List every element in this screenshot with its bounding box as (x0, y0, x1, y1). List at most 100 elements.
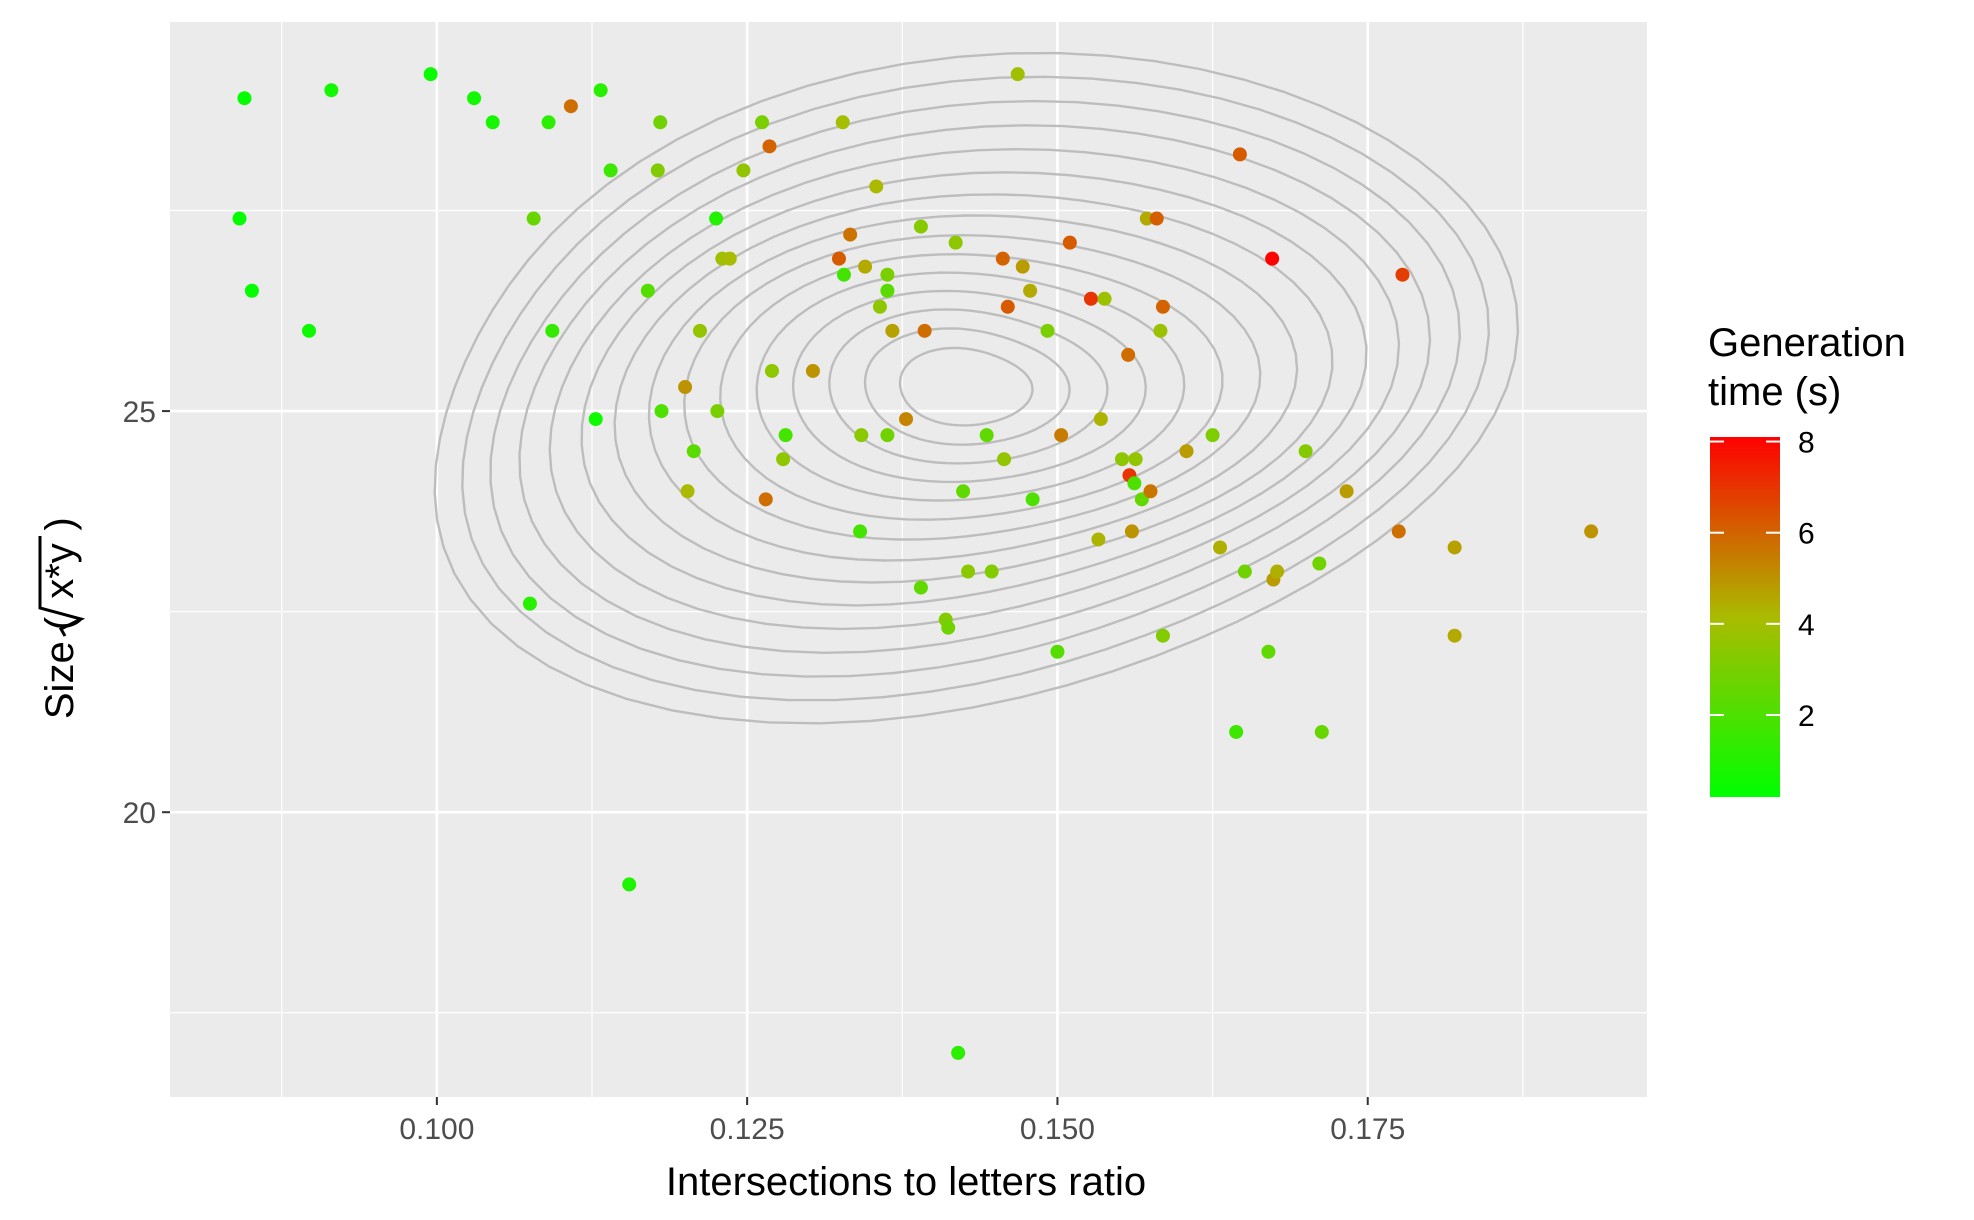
contour-line (461, 75, 1491, 702)
data-point (762, 139, 777, 154)
data-point (1232, 147, 1247, 162)
data-point (1213, 540, 1228, 555)
y-tick-label: 25 (123, 396, 156, 429)
contour-line (863, 327, 1071, 446)
major-gridlines (170, 22, 1647, 1097)
data-point (1091, 532, 1106, 547)
data-point (423, 67, 438, 82)
data-point (995, 251, 1010, 266)
data-point (588, 412, 603, 427)
contour-line (433, 51, 1520, 725)
data-point (1155, 628, 1170, 643)
data-point (640, 283, 655, 298)
data-point (692, 323, 707, 338)
contour-line (548, 147, 1401, 631)
x-tick-labels: 0.100 0.125 0.150 0.175 (399, 1113, 1405, 1146)
contour-line (489, 99, 1462, 678)
y-axis-title-prefix: Size ( (38, 616, 82, 719)
data-point (736, 163, 751, 178)
data-points (232, 67, 1599, 1060)
legend-tick-label: 4 (1798, 609, 1815, 642)
data-point (831, 251, 846, 266)
data-point (984, 564, 999, 579)
data-point (541, 115, 556, 130)
data-point (1050, 644, 1065, 659)
data-point (1040, 323, 1055, 338)
data-point (872, 299, 887, 314)
data-point (1010, 67, 1025, 82)
data-point (1312, 556, 1327, 571)
data-point (836, 267, 851, 282)
data-point (522, 596, 537, 611)
data-point (805, 363, 820, 378)
data-point (1149, 211, 1164, 226)
contour-line (898, 346, 1034, 427)
data-point (678, 380, 693, 395)
contour-line (791, 289, 1148, 484)
data-point (1237, 564, 1252, 579)
data-point (1391, 524, 1406, 539)
data-point (1153, 323, 1168, 338)
data-point (880, 267, 895, 282)
data-point (1143, 484, 1158, 499)
data-point (1314, 724, 1329, 739)
data-point (686, 444, 701, 459)
data-point (1270, 564, 1285, 579)
data-point (324, 83, 339, 98)
data-point (858, 259, 873, 274)
data-point (1025, 492, 1040, 507)
x-tick-label: 0.125 (710, 1113, 785, 1146)
data-point (758, 492, 773, 507)
contour-line (755, 271, 1186, 502)
data-point (1127, 476, 1142, 491)
data-point (997, 452, 1012, 467)
axis-ticks (162, 410, 1369, 1105)
data-point (1395, 267, 1410, 282)
y-axis-title: Size ( x*y ) (38, 517, 86, 719)
data-point (1054, 428, 1069, 443)
data-point (302, 323, 317, 338)
data-point (1229, 724, 1244, 739)
x-axis-title: Intersections to letters ratio (666, 1160, 1146, 1204)
data-point (709, 211, 724, 226)
data-point (1083, 291, 1098, 306)
x-tick-label: 0.175 (1330, 1113, 1405, 1146)
data-point (1584, 524, 1599, 539)
data-point (722, 251, 737, 266)
legend-tick-label: 6 (1798, 518, 1815, 551)
data-point (869, 179, 884, 194)
data-point (680, 484, 695, 499)
data-point (467, 91, 482, 106)
data-point (853, 524, 868, 539)
data-point (948, 235, 963, 250)
data-point (778, 428, 793, 443)
data-point (244, 283, 259, 298)
data-point (1261, 644, 1276, 659)
data-point (885, 323, 900, 338)
data-point (1015, 259, 1030, 274)
data-point (1128, 452, 1143, 467)
data-point (1093, 412, 1108, 427)
contour-line (719, 252, 1224, 521)
data-point (1265, 251, 1280, 266)
legend-tick-label: 8 (1798, 427, 1815, 460)
data-point (1139, 211, 1154, 226)
data-point (710, 404, 725, 419)
data-point (880, 428, 895, 443)
legend-title-line-2: time (s) (1708, 370, 1841, 414)
data-point (880, 283, 895, 298)
data-point (1062, 235, 1077, 250)
y-tick-label: 20 (123, 797, 156, 830)
data-point (917, 323, 932, 338)
data-point (835, 115, 850, 130)
data-point (843, 227, 858, 242)
data-point (1447, 540, 1462, 555)
data-point (764, 363, 779, 378)
data-point (1121, 347, 1136, 362)
data-point (563, 99, 578, 114)
data-point (622, 877, 637, 892)
data-point (979, 428, 994, 443)
data-point (1124, 524, 1139, 539)
